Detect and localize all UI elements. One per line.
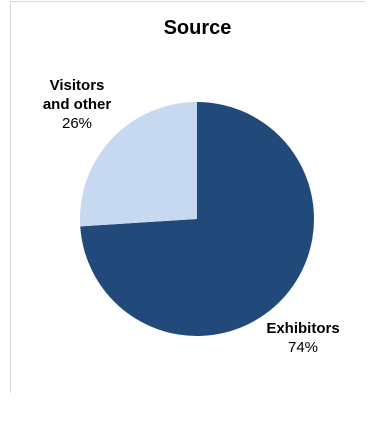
slice-category-label: Exhibitors [266, 320, 339, 337]
slice-category-label: Visitors [50, 77, 105, 94]
pie-labels: Exhibitors 74% Visitors and other 26% [43, 77, 340, 356]
pie-slice-visitors-and-other [79, 102, 197, 227]
chart-border-left [10, 1, 11, 393]
slice-value-label: 26% [62, 115, 92, 132]
pie-slices [79, 102, 315, 337]
chart-border-top [10, 1, 365, 2]
slice-label-0: Exhibitors 74% [266, 320, 339, 356]
slice-value-label: 74% [288, 339, 318, 356]
chart-title: Source [163, 17, 232, 39]
pie-slice-exhibitors [80, 102, 315, 337]
slice-label-1: Visitors and other 26% [43, 77, 111, 132]
slice-category-label: and other [43, 96, 111, 113]
